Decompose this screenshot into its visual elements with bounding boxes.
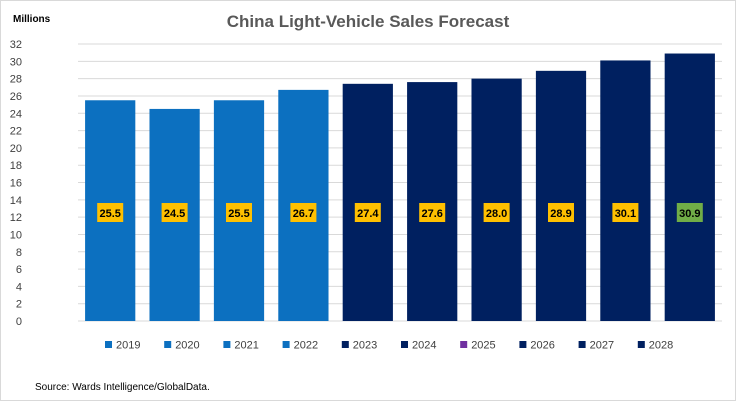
chart-title: China Light-Vehicle Sales Forecast xyxy=(227,12,510,31)
legend-label-2027: 2027 xyxy=(590,340,614,352)
y-tick-label: 32 xyxy=(10,39,22,51)
y-tick-label: 30 xyxy=(10,56,22,68)
legend-label-2024: 2024 xyxy=(412,340,436,352)
data-label-2027: 30.1 xyxy=(615,208,636,220)
data-label-box xyxy=(290,203,317,222)
y-tick-label: 28 xyxy=(10,74,22,86)
legend-label-2022: 2022 xyxy=(294,340,318,352)
y-tick-label: 20 xyxy=(10,143,22,155)
data-label-2022: 26.7 xyxy=(293,208,314,220)
y-tick-label: 18 xyxy=(10,160,22,172)
legend-swatch-2024 xyxy=(401,341,408,348)
y-tick-label: 10 xyxy=(10,229,22,241)
y-tick-label: 16 xyxy=(10,178,22,190)
y-tick-label: 4 xyxy=(16,281,22,293)
data-label-box xyxy=(676,203,703,222)
y-tick-label: 14 xyxy=(10,195,22,207)
legend-label-2023: 2023 xyxy=(353,340,377,352)
data-label-box xyxy=(97,203,124,222)
data-label-2025: 28.0 xyxy=(486,208,507,220)
bar-2024 xyxy=(407,82,458,322)
y-tick-label: 0 xyxy=(16,316,22,328)
data-label-box xyxy=(354,203,381,222)
legend-label-2019: 2019 xyxy=(116,340,140,352)
data-label-box xyxy=(419,203,446,222)
bar-2023 xyxy=(342,83,393,321)
y-tick-label: 2 xyxy=(16,299,22,311)
data-label-box xyxy=(161,203,188,222)
legend-swatch-2025 xyxy=(460,341,468,348)
data-label-box xyxy=(612,203,639,222)
data-label-2019: 25.5 xyxy=(99,208,120,220)
data-label-box xyxy=(483,203,510,222)
bar-series xyxy=(85,53,715,322)
legend-label-2025: 2025 xyxy=(471,340,495,352)
bar-2027 xyxy=(600,60,651,322)
legend-swatch-2021 xyxy=(223,341,231,348)
y-tick-label: 8 xyxy=(16,247,22,259)
legend-swatch-2019 xyxy=(105,341,112,348)
legend-label-2020: 2020 xyxy=(175,340,199,352)
data-label-2020: 24.5 xyxy=(164,208,185,220)
bar-2026 xyxy=(535,70,587,321)
legend-label-2026: 2026 xyxy=(530,340,554,352)
y-tick-label: 6 xyxy=(16,264,22,276)
bar-2028 xyxy=(664,53,715,321)
source-note: Source: Wards Intelligence/GlobalData. xyxy=(35,382,210,393)
y-tick-label: 22 xyxy=(10,126,22,138)
y-tick-label: 26 xyxy=(10,91,22,103)
legend-swatch-2022 xyxy=(282,341,290,348)
data-label-2026: 28.9 xyxy=(550,208,571,220)
legend-swatch-2023 xyxy=(341,341,349,348)
data-label-box xyxy=(548,203,574,222)
bar-2025 xyxy=(471,78,522,321)
data-labels: 25.5 24.5 25.5 26.7 27.4 27.6 28.0 28.9 30.1 30.9 xyxy=(97,203,703,222)
data-label-2028: 30.9 xyxy=(679,208,700,220)
data-label-2024: 27.6 xyxy=(421,208,442,220)
y-unit-label: Millions xyxy=(13,14,51,25)
legend-swatch-2020 xyxy=(164,341,172,348)
legend-swatch-2028 xyxy=(637,341,645,348)
y-tick-label: 24 xyxy=(10,108,22,120)
legend-label-2028: 2028 xyxy=(649,340,673,352)
legend-label-2021: 2021 xyxy=(234,340,258,352)
legend-swatch-2027 xyxy=(578,341,586,348)
data-label-2023: 27.4 xyxy=(357,208,379,220)
legend: 2019 2020 2021 2022 2023 2024 2025 2026 2027 2028 xyxy=(105,340,673,352)
data-label-box xyxy=(226,203,252,222)
data-label-2021: 25.5 xyxy=(228,208,249,220)
legend-swatch-2026 xyxy=(519,341,527,348)
y-tick-label: 12 xyxy=(10,212,22,224)
